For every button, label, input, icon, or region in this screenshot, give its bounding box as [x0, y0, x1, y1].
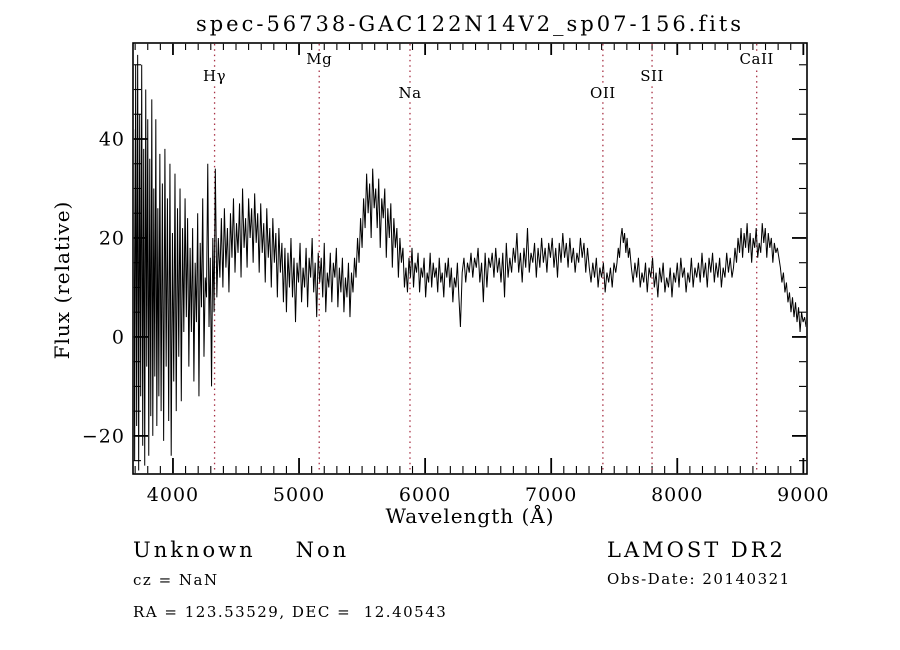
survey-release-label: LAMOST DR2	[607, 538, 786, 562]
svg-text:7000: 7000	[525, 484, 577, 506]
classification-row: Unknown Non	[133, 538, 349, 562]
spectral-line-label-OII: OII	[590, 84, 616, 102]
ra-dec-value: RA = 123.53529, DEC = 12.40543	[133, 603, 448, 621]
spectral-line-label-Na: Na	[398, 84, 421, 102]
flux-spectrum-trace	[134, 54, 806, 471]
svg-text:9000: 9000	[777, 484, 829, 506]
svg-text:40: 40	[99, 128, 125, 150]
y-axis-label: Flux (relative)	[50, 200, 74, 360]
x-axis-label: Wavelength (Å)	[385, 504, 555, 528]
svg-text:4000: 4000	[147, 484, 199, 506]
cz-value: cz = NaN	[133, 571, 219, 589]
spectral-line-label-CaII: CaII	[740, 50, 774, 68]
spectral-line-label-Mg: Mg	[306, 50, 332, 68]
obs-date-label: Obs-Date: 20140321	[607, 570, 791, 588]
spectral-line-label-SII: SII	[640, 67, 664, 85]
svg-text:8000: 8000	[651, 484, 703, 506]
svg-text:0: 0	[112, 326, 125, 348]
object-subclass: Non	[295, 538, 350, 562]
object-class: Unknown	[133, 538, 256, 562]
svg-text:20: 20	[99, 227, 125, 249]
page-title: spec-56738-GAC122N14V2_sp07-156.fits	[195, 12, 745, 36]
svg-text:−20: −20	[82, 425, 125, 447]
spectral-line-label-Hγ: Hγ	[203, 67, 226, 85]
svg-text:6000: 6000	[399, 484, 451, 506]
svg-text:5000: 5000	[273, 484, 325, 506]
